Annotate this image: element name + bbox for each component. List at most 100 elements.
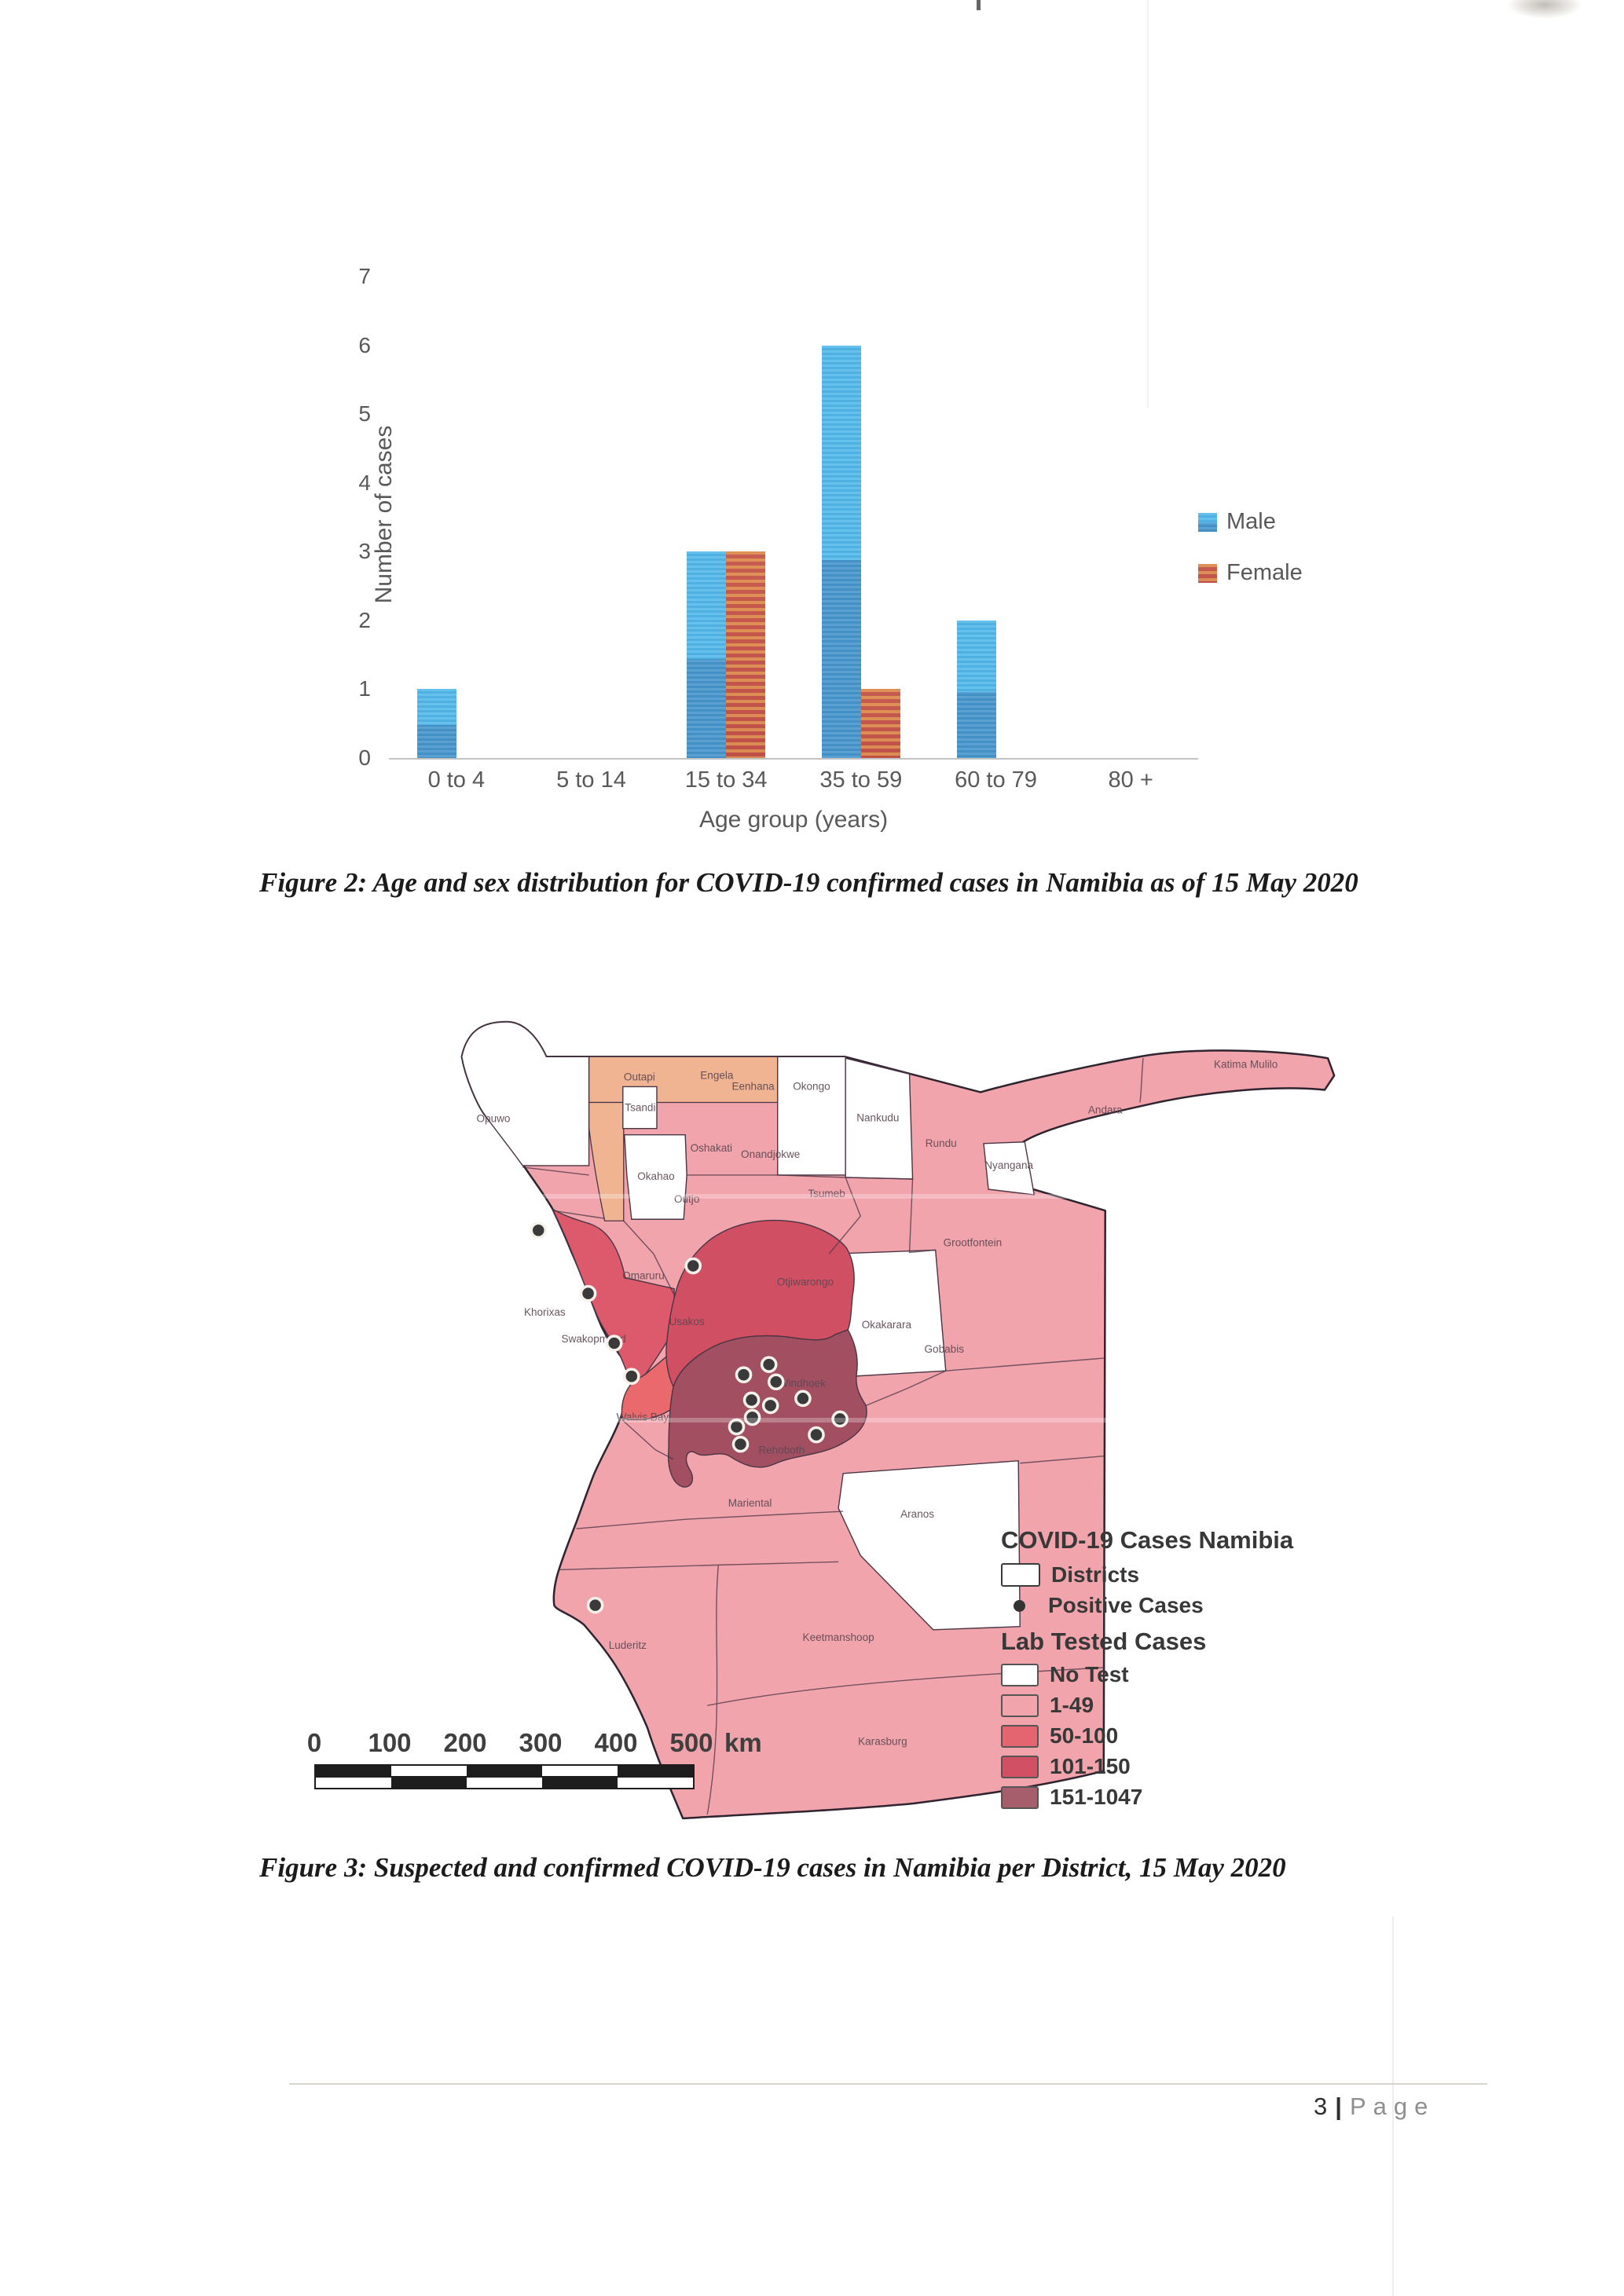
legend-class-swatch [1001,1785,1039,1809]
district-label-andara: Andara [1088,1104,1123,1116]
footer-separator: | [1335,2093,1342,2120]
figure2-caption: Figure 2: Age and sex distribution for C… [259,867,1358,898]
scale-bar-segments [314,1776,695,1789]
bar-male-35 to 59 [821,345,861,758]
district-label-okahao: Okahao [637,1170,674,1182]
legend-positive-cases-row: Positive Cases [1001,1593,1334,1618]
lab-tested-classes: No Test 1-49 50-100 101-150 151-1047 [1001,1662,1334,1810]
chart-legend-label: Male [1226,509,1276,534]
y-axis-tick-label: 4 [358,470,371,495]
bar-male-0 to 4 [416,689,456,758]
footer-page-word: Page [1349,2093,1435,2120]
scale-unit: km [724,1728,762,1757]
namibia-district-map: Opuwo Outapi Tsandi Okahao Oshakati Onandjokw… [306,1017,1336,1830]
scale-label: 200 [443,1728,487,1757]
legend-class-row-101-150: 101-150 [1001,1754,1334,1779]
positive-case-dot [605,1335,623,1352]
districts-label: Districts [1051,1562,1140,1587]
district-label-katima-mulilo: Katima Mulilo [1214,1058,1278,1070]
y-axis-tick-label: 1 [358,676,371,701]
positive-case-dot [530,1221,548,1240]
districts-swatch [1001,1563,1040,1587]
district-label-aranos: Aranos [900,1508,934,1520]
district-label-khorixas: Khorixas [524,1306,566,1318]
legend-class-label: 101-150 [1050,1754,1131,1778]
district-label-mariental: Mariental [728,1497,772,1509]
district-label-onandjokwe: Onandjokwe [741,1148,800,1160]
x-axis-tick-label: 0 to 4 [427,767,486,793]
page-footer: 3 | Page [1314,2093,1435,2121]
scan-artifact-tick [977,0,981,10]
district-label-windhoek: Windhoek [779,1377,826,1389]
positive-case-dot [794,1390,812,1408]
x-axis-tick-label: 15 to 34 [684,767,768,793]
district-label-usakos: Usakos [669,1316,705,1327]
legend-class-swatch [1001,1724,1039,1748]
scale-label: 500 [669,1728,713,1757]
district-label-nankudu: Nankudu [856,1112,899,1124]
y-axis-tick-label: 2 [358,607,371,632]
legend-class-row-50-100: 50-100 [1001,1723,1334,1749]
positive-case-dot [586,1596,604,1614]
x-axis-tick-label: 35 to 59 [819,767,903,793]
positive-cases-label: Positive Cases [1048,1593,1204,1617]
legend-districts-row: Districts [1001,1562,1334,1587]
district-label-okongo: Okongo [793,1080,830,1092]
legend-class-swatch [1001,1694,1039,1717]
y-axis-tick-label: 0 [358,745,371,770]
district-boundaries [522,1058,1144,1815]
y-axis-title: Number of cases [371,425,397,604]
scan-streak [306,1418,1336,1423]
x-axis-tick-label: 5 to 14 [556,767,626,793]
positive-case-dot [760,1356,778,1373]
bar-female-15 to 34 [726,551,766,758]
district-label-grootfontein: Grootfontein [944,1236,1003,1248]
positive-case-dot [623,1368,640,1386]
scale-label: 0 [306,1728,322,1757]
legend-class-label: 1-49 [1050,1693,1094,1717]
positive-case-dot [728,1418,746,1436]
legend-class-label: No Test [1050,1662,1129,1686]
x-axis-tick-label: 80 + [1108,767,1153,793]
y-axis-tick-label: 7 [358,264,371,288]
district-label-walvis-bay: Walvis Bay [617,1411,669,1423]
district-label-nyangana: Nyangana [984,1159,1033,1171]
district-label-gobabis: Gobabis [925,1343,965,1355]
chart-legend-item-female: Female [1198,560,1303,586]
scan-artifact-line [1392,1917,1394,2296]
x-axis-tick-label: 60 to 79 [955,767,1037,793]
map-scale-bar: 0 100 200 300 400 500 km [307,1728,770,1789]
legend-class-row-151-1047: 151-1047 [1001,1785,1334,1810]
y-axis-tick-label: 3 [358,539,371,564]
district-label-eenhana: Eenhana [731,1080,775,1092]
positive-case-dot [761,1397,779,1415]
positive-case-dot [831,1410,849,1428]
district-label-karasburg: Karasburg [858,1735,907,1747]
district-labels: Opuwo Outapi Tsandi Okahao Oshakati Onandjokw… [477,1058,1278,1747]
legend-class-swatch [1001,1755,1039,1778]
scan-artifact-smudge [1507,0,1582,19]
positive-case-dot [808,1426,825,1444]
district-label-omaruru: Omaruru [622,1270,664,1282]
district-label-rundu: Rundu [926,1137,957,1149]
map-legend: COVID-19 Cases Namibia Districts Positiv… [1001,1526,1334,1815]
district-label-engela: Engela [700,1069,734,1081]
chart-legend-label: Female [1226,560,1303,585]
positive-case-dot [767,1373,785,1391]
district-label-luderitz: Luderitz [609,1639,647,1651]
figure3-caption: Figure 3: Suspected and confirmed COVID-… [259,1852,1286,1883]
scale-label: 300 [519,1728,563,1757]
district-label-outjo: Outjo [674,1193,699,1205]
chart-plot-area: Number of cases Age group (years) 0 to 4… [358,264,1198,833]
legend-class-label: 151-1047 [1050,1785,1143,1809]
district-label-okakarara: Okakarara [862,1319,912,1331]
legend-class-row-1-49: 1-49 [1001,1693,1334,1718]
lab-tested-title: Lab Tested Cases [1001,1628,1207,1655]
bar-male-60 to 79 [956,620,996,758]
page-number: 3 [1314,2093,1328,2120]
x-axis-title: Age group (years) [698,807,889,833]
positive-case-dots [530,1221,849,1614]
chart-legend: Male Female [1198,509,1303,611]
scan-streak [306,1194,1336,1199]
